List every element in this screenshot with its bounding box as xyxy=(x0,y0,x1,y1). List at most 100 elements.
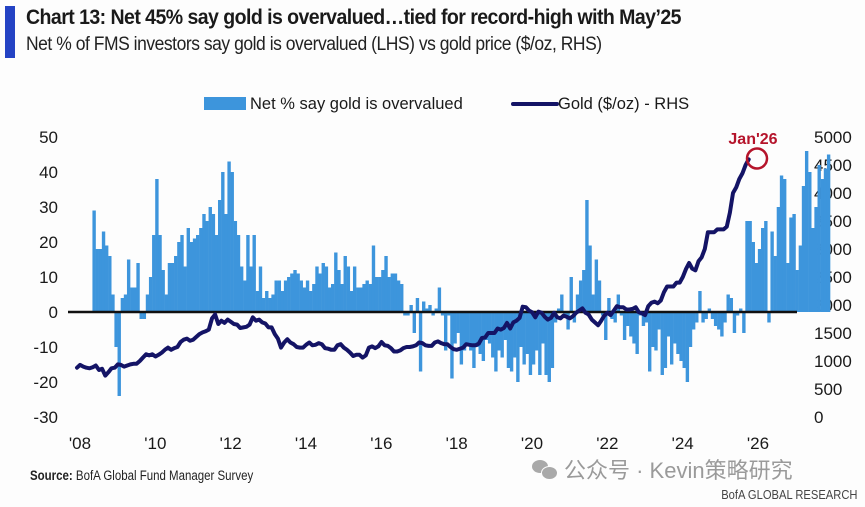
x-tick-label: '18 xyxy=(446,434,468,453)
brand-label: BofA GLOBAL RESEARCH xyxy=(720,487,857,502)
bar xyxy=(701,312,705,323)
bar xyxy=(669,312,674,365)
bar xyxy=(309,291,313,312)
bar xyxy=(365,280,369,312)
bar xyxy=(556,308,561,312)
bar xyxy=(594,259,599,312)
bar xyxy=(349,291,354,312)
bar xyxy=(723,312,727,323)
bar xyxy=(243,280,247,312)
right-tick-label: 5000 xyxy=(814,128,852,147)
left-tick-label: 10 xyxy=(39,268,58,287)
bar xyxy=(400,284,404,312)
bar xyxy=(123,294,128,312)
bar xyxy=(585,200,589,312)
right-tick-label: 4500 xyxy=(814,156,852,175)
bar xyxy=(541,312,545,344)
x-tick-label: '24 xyxy=(672,434,694,453)
bar xyxy=(305,280,310,312)
bar-series xyxy=(92,151,831,396)
bar xyxy=(252,235,256,312)
bar xyxy=(287,277,291,312)
bar xyxy=(126,259,131,312)
bar xyxy=(462,312,467,351)
bar xyxy=(378,277,382,312)
legend: Net % say gold is overvalued Gold ($/oz)… xyxy=(204,95,689,113)
bar xyxy=(192,238,197,312)
source-note: Source: BofA Global Fund Manager Survey xyxy=(30,468,253,483)
legend-label-line: Gold ($/oz) - RHS xyxy=(558,95,689,113)
bar xyxy=(387,277,391,312)
bar xyxy=(808,172,812,312)
source-text: BofA Global Fund Manager Survey xyxy=(72,468,254,483)
bar xyxy=(745,221,749,312)
x-tick-label: '20 xyxy=(521,434,543,453)
bar xyxy=(522,312,526,365)
bar xyxy=(713,312,718,326)
bar xyxy=(487,312,492,344)
bar xyxy=(152,235,156,312)
bar xyxy=(236,235,241,312)
bar xyxy=(312,284,316,312)
bar xyxy=(199,228,203,312)
bar xyxy=(315,266,319,312)
bar xyxy=(352,266,357,312)
bar xyxy=(459,312,464,365)
bar xyxy=(782,179,787,312)
bar xyxy=(343,256,347,312)
x-tick-label: '10 xyxy=(144,434,166,453)
bar xyxy=(177,242,181,312)
bar xyxy=(403,312,407,316)
bar xyxy=(324,266,329,312)
bar xyxy=(622,312,627,340)
bar xyxy=(666,312,671,337)
bar xyxy=(569,277,573,312)
right-tick-label: 1500 xyxy=(814,324,852,343)
bar xyxy=(390,273,395,312)
bar xyxy=(108,256,112,312)
bar xyxy=(139,312,143,319)
bar xyxy=(600,312,605,316)
bar xyxy=(415,298,420,312)
bar xyxy=(475,312,479,347)
bar xyxy=(425,308,429,312)
bar xyxy=(484,312,489,340)
bar xyxy=(566,312,570,330)
bar xyxy=(230,172,234,312)
bar xyxy=(227,161,231,312)
bar xyxy=(161,270,165,312)
x-tick-label: '22 xyxy=(596,434,618,453)
bar xyxy=(255,291,260,312)
bar xyxy=(735,312,740,316)
bar xyxy=(371,245,376,312)
bar xyxy=(786,263,790,312)
right-tick-label: 500 xyxy=(814,380,842,399)
bar xyxy=(644,312,649,323)
left-tick-label: -30 xyxy=(33,408,58,427)
bar xyxy=(299,280,303,312)
x-tick-label: '12 xyxy=(220,434,242,453)
bar xyxy=(450,312,454,379)
bar xyxy=(447,312,451,316)
bar xyxy=(776,207,781,312)
left-axis: 50 40 30 20 10 0 -10 -20 -30 xyxy=(33,128,58,427)
bar xyxy=(676,312,680,354)
bar xyxy=(820,179,825,312)
bar xyxy=(739,308,743,312)
x-tick-label: '14 xyxy=(295,434,317,453)
bar xyxy=(673,312,677,344)
bar xyxy=(494,312,498,372)
bar xyxy=(330,284,335,312)
bar xyxy=(167,263,172,312)
bar xyxy=(148,277,153,312)
bar xyxy=(660,312,664,375)
bar xyxy=(732,312,737,333)
bar xyxy=(619,312,624,316)
bar xyxy=(509,312,514,372)
bar xyxy=(651,312,655,347)
bar xyxy=(406,312,410,316)
bar xyxy=(321,263,325,312)
bar xyxy=(770,231,774,312)
bar xyxy=(456,312,460,333)
